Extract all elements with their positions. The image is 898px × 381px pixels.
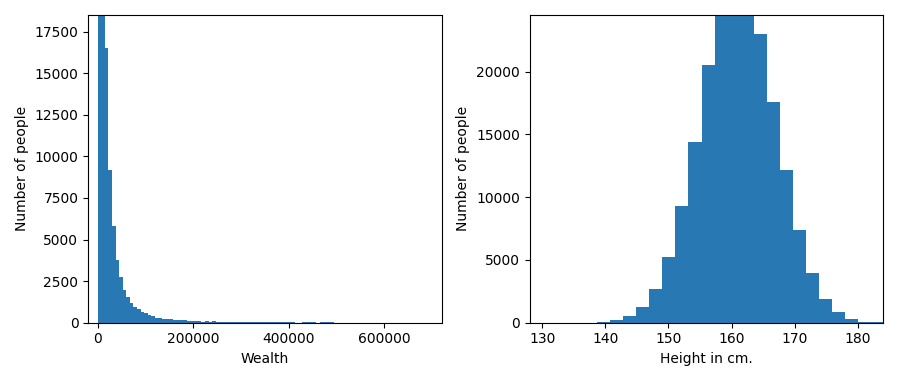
Bar: [806, 272, 819, 323]
Bar: [255, 322, 259, 323]
Bar: [623, 316, 636, 323]
Bar: [230, 322, 233, 323]
Bar: [767, 102, 780, 323]
Y-axis label: Number of people: Number of people: [456, 106, 471, 231]
Bar: [183, 320, 187, 323]
Bar: [266, 322, 269, 323]
Bar: [663, 257, 675, 323]
Bar: [112, 226, 116, 323]
Bar: [636, 307, 649, 323]
Bar: [208, 322, 212, 323]
Bar: [610, 320, 623, 323]
Bar: [237, 322, 241, 323]
Bar: [152, 316, 155, 323]
Bar: [649, 289, 663, 323]
Bar: [248, 322, 251, 323]
Bar: [173, 320, 176, 323]
Bar: [689, 142, 701, 323]
Bar: [155, 317, 159, 323]
Bar: [212, 322, 216, 323]
Bar: [159, 319, 163, 323]
Bar: [277, 322, 280, 323]
Bar: [284, 322, 287, 323]
Bar: [259, 322, 262, 323]
Bar: [741, 0, 753, 323]
X-axis label: Height in cm.: Height in cm.: [660, 352, 753, 366]
Bar: [198, 321, 201, 323]
Bar: [137, 309, 141, 323]
Bar: [141, 312, 145, 323]
Bar: [753, 34, 767, 323]
Bar: [194, 321, 198, 323]
Bar: [793, 230, 806, 323]
Bar: [180, 320, 183, 323]
Bar: [148, 314, 152, 323]
Bar: [190, 321, 194, 323]
Bar: [105, 48, 109, 323]
Bar: [273, 322, 277, 323]
Bar: [170, 319, 173, 323]
Bar: [223, 322, 226, 323]
Bar: [145, 314, 148, 323]
Bar: [101, 0, 105, 323]
Bar: [127, 298, 130, 323]
Y-axis label: Number of people: Number of people: [15, 106, 29, 231]
Bar: [701, 65, 715, 323]
Bar: [233, 322, 237, 323]
Bar: [130, 303, 134, 323]
Bar: [241, 322, 244, 323]
Bar: [201, 322, 205, 323]
Bar: [187, 320, 190, 323]
Bar: [98, 0, 101, 323]
Bar: [119, 277, 123, 323]
Bar: [675, 206, 689, 323]
Bar: [715, 10, 727, 323]
Bar: [727, 0, 741, 323]
Bar: [780, 170, 793, 323]
Bar: [219, 322, 223, 323]
Bar: [123, 290, 127, 323]
Bar: [205, 322, 208, 323]
Bar: [116, 260, 119, 323]
Bar: [166, 319, 170, 323]
Bar: [163, 319, 166, 323]
Bar: [109, 170, 112, 323]
Bar: [845, 319, 858, 323]
Bar: [176, 320, 180, 323]
Bar: [216, 322, 219, 323]
Bar: [597, 322, 610, 323]
X-axis label: Wealth: Wealth: [241, 352, 289, 366]
Bar: [269, 322, 273, 323]
Bar: [226, 322, 230, 323]
Bar: [244, 322, 248, 323]
Bar: [832, 312, 845, 323]
Bar: [858, 322, 871, 323]
Bar: [819, 299, 832, 323]
Bar: [134, 307, 137, 323]
Bar: [251, 322, 255, 323]
